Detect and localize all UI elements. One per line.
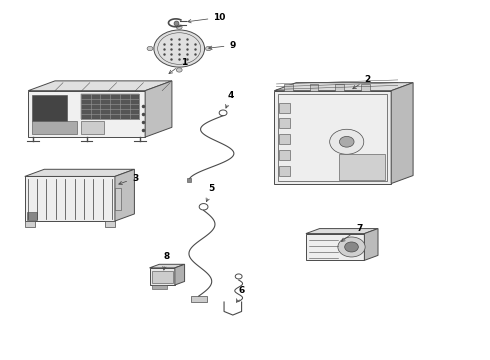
Circle shape: [154, 30, 204, 67]
Text: 4: 4: [225, 91, 234, 108]
Bar: [278, 94, 387, 181]
Polygon shape: [306, 234, 365, 260]
Text: 5: 5: [206, 184, 215, 202]
Text: 6: 6: [236, 285, 245, 302]
Circle shape: [147, 46, 153, 51]
Bar: [152, 285, 167, 289]
Text: 10: 10: [188, 13, 226, 23]
Bar: [32, 121, 76, 134]
Text: 1: 1: [169, 58, 187, 73]
Bar: [336, 84, 344, 91]
Polygon shape: [25, 176, 115, 221]
Polygon shape: [25, 169, 134, 176]
Bar: [279, 103, 290, 113]
Text: 7: 7: [342, 224, 363, 242]
Circle shape: [338, 237, 365, 257]
Bar: [81, 121, 104, 134]
Bar: [339, 154, 385, 180]
Polygon shape: [274, 91, 391, 184]
Polygon shape: [306, 229, 378, 234]
Polygon shape: [149, 264, 185, 268]
Bar: [191, 296, 206, 302]
Bar: [27, 212, 37, 220]
Bar: [25, 221, 34, 227]
Circle shape: [205, 46, 211, 51]
Polygon shape: [274, 83, 413, 91]
Bar: [279, 118, 290, 129]
Polygon shape: [115, 169, 134, 221]
Bar: [105, 221, 115, 227]
Circle shape: [340, 136, 354, 147]
Circle shape: [330, 129, 364, 154]
Bar: [284, 84, 293, 91]
Bar: [310, 84, 318, 91]
Text: 3: 3: [119, 174, 138, 185]
Polygon shape: [28, 91, 145, 137]
Bar: [81, 94, 139, 120]
Polygon shape: [149, 268, 175, 285]
Circle shape: [176, 25, 182, 29]
Bar: [115, 188, 121, 210]
Text: 8: 8: [163, 252, 170, 270]
Text: 9: 9: [209, 41, 236, 50]
Polygon shape: [391, 83, 413, 184]
Bar: [279, 134, 290, 144]
Polygon shape: [175, 264, 185, 285]
Circle shape: [176, 68, 182, 72]
Polygon shape: [365, 229, 378, 260]
Bar: [279, 166, 290, 176]
Polygon shape: [145, 81, 172, 137]
Bar: [279, 150, 290, 160]
Text: 2: 2: [353, 75, 370, 89]
Bar: [152, 271, 173, 283]
Bar: [32, 95, 67, 121]
Circle shape: [344, 242, 358, 252]
Polygon shape: [28, 81, 172, 91]
Bar: [361, 84, 370, 91]
